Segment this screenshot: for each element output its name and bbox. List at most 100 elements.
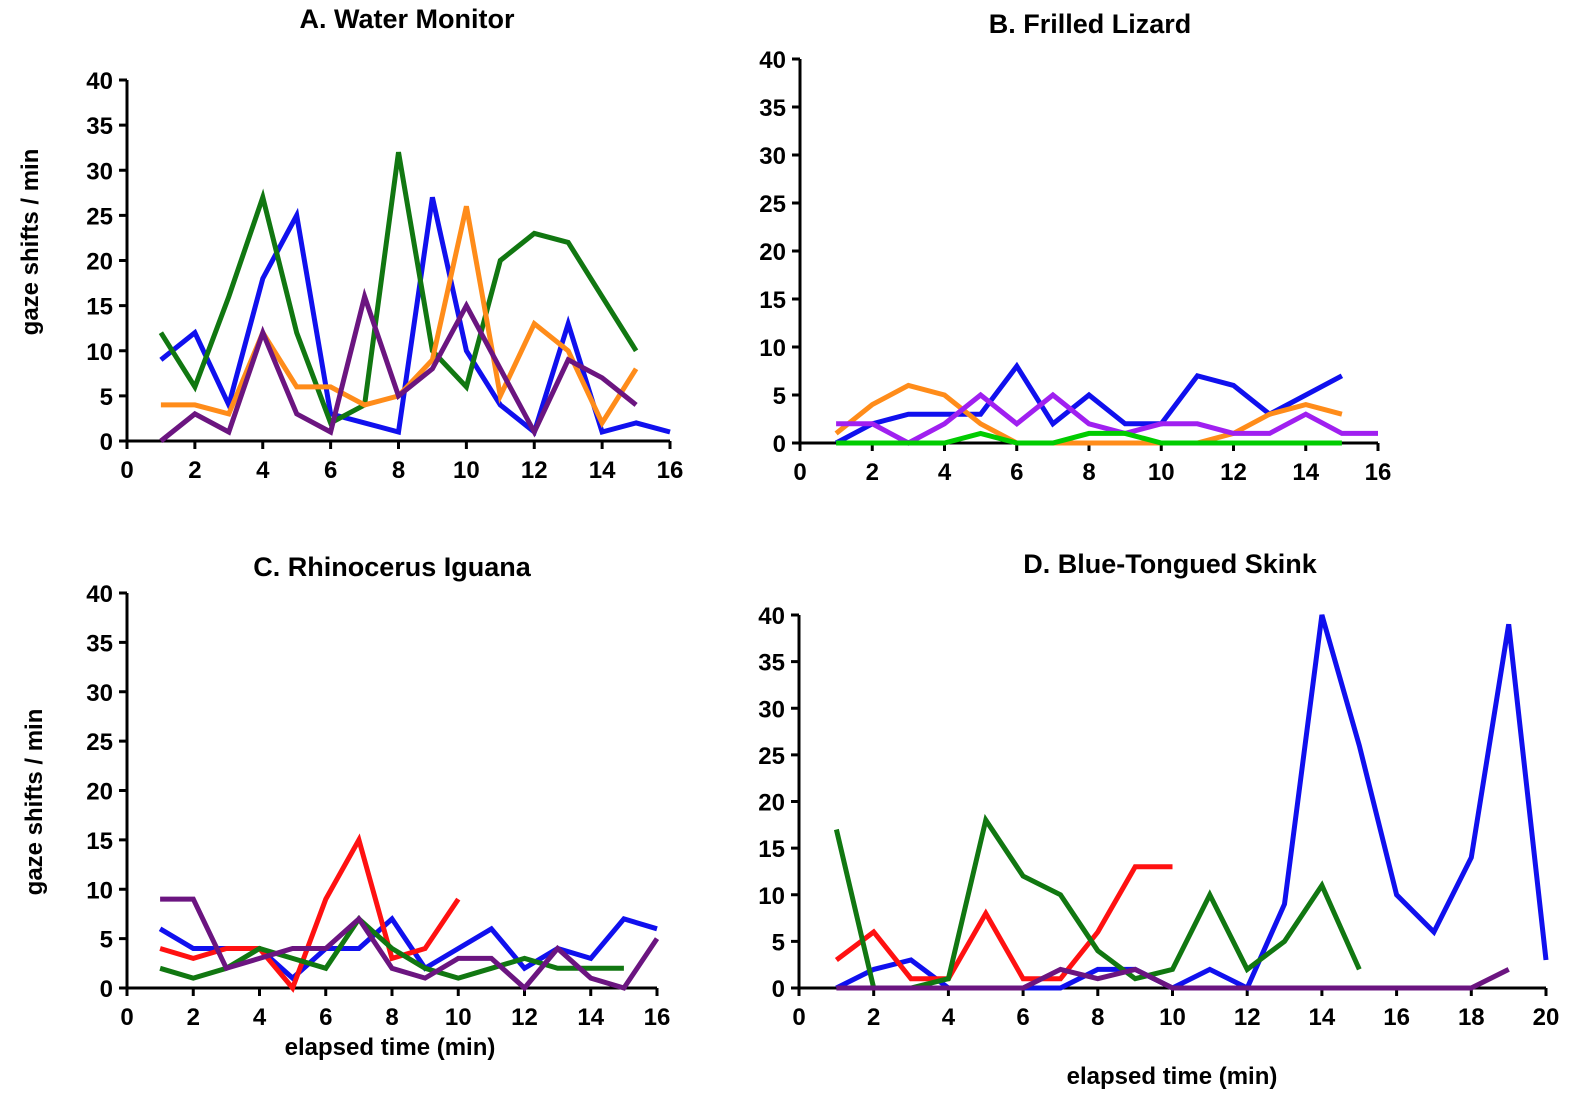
panel-b-y-tick-label: 30 — [759, 143, 786, 170]
panel-c-x-tick-label: 16 — [644, 1004, 671, 1031]
panel-a-x-tick-label: 6 — [324, 457, 337, 484]
panel-b-x-tick-label: 0 — [793, 459, 806, 486]
panel-c-x-tick-label: 2 — [187, 1004, 200, 1031]
panel-d-title: D. Blue-Tongued Skink — [1023, 549, 1317, 579]
panel-d-x-tick-label: 6 — [1016, 1004, 1029, 1031]
panel-d-x-tick-label: 16 — [1383, 1004, 1410, 1031]
panel-c-x-tick-label: 0 — [120, 1004, 133, 1031]
panel-c-y-tick-label: 35 — [86, 630, 113, 657]
panel-b-series-green — [836, 430, 1342, 446]
panel-b-y-tick-label: 25 — [759, 191, 786, 218]
panel-a-x-tick-label: 0 — [120, 457, 133, 484]
panel-b-title: B. Frilled Lizard — [989, 9, 1192, 39]
panel-a-y-tick-label: 35 — [86, 113, 113, 140]
panel-c-y-tick-label: 30 — [86, 680, 113, 707]
panel-d-x-tick-label: 10 — [1159, 1004, 1186, 1031]
panel-c-y-axis-label: gaze shifts / min — [21, 709, 48, 896]
panel-b-y-tick-label: 15 — [759, 287, 786, 314]
panel-a-y-tick-label: 10 — [86, 339, 113, 366]
panel-a-y-tick-label: 0 — [100, 429, 113, 456]
panel-a-y-tick-label: 30 — [86, 158, 113, 185]
panel-c-x-tick-label: 12 — [511, 1004, 538, 1031]
panel-c-title: C. Rhinocerus Iguana — [253, 552, 532, 582]
panel-c-series-purple — [160, 896, 660, 992]
panel-c-axes: 0 2 4 6 8 10 12 14 16 0 5 10 15 20 25 30 35 40 — [86, 581, 670, 1031]
panel-b-x-tick-label: 16 — [1365, 459, 1392, 486]
panel-a-y-tick-label: 20 — [86, 249, 113, 276]
panel-a-x-tick-label: 12 — [521, 457, 548, 484]
panel-c-y-tick-label: 20 — [86, 779, 113, 806]
panel-c-y-tick-label: 15 — [86, 828, 113, 855]
panel-c-x-tick-label: 8 — [385, 1004, 398, 1031]
panel-b-y-tick-label: 35 — [759, 95, 786, 122]
panel-b-y-tick-label: 0 — [773, 431, 786, 458]
panel-d-x-tick-label: 12 — [1234, 1004, 1261, 1031]
panel-d-y-tick-label: 20 — [758, 790, 785, 817]
panel-c-y-tick-label: 40 — [86, 581, 113, 608]
panel-c-series-red — [159, 833, 461, 993]
panel-a-series-purple — [159, 287, 638, 443]
panel-a-water-monitor: A. Water Monitor gaze shifts / min 0 2 4 6 8… — [17, 4, 683, 484]
panel-d-series-purple — [836, 966, 1510, 991]
panel-c-y-tick-label: 5 — [100, 927, 113, 954]
panel-a-x-tick-label: 4 — [256, 457, 270, 484]
panel-b-x-tick-label: 6 — [1010, 459, 1023, 486]
panel-b-series-orange — [834, 382, 1343, 446]
panel-a-x-tick-label: 16 — [657, 457, 684, 484]
panel-b-frilled-lizard: B. Frilled Lizard 0 2 4 6 8 10 12 14 16 0 5 10 15 20 2… — [759, 9, 1391, 486]
panel-b-x-tick-label: 8 — [1082, 459, 1095, 486]
panel-b-x-tick-label: 2 — [866, 459, 879, 486]
panel-b-y-tick-label: 20 — [759, 239, 786, 266]
panel-a-y-axis-label: gaze shifts / min — [17, 149, 44, 336]
panel-c-y-tick-label: 25 — [86, 729, 113, 756]
panel-d-y-tick-label: 30 — [758, 696, 785, 723]
panel-d-series-red — [834, 864, 1173, 982]
panel-b-series-blue — [834, 361, 1344, 446]
panel-d-y-tick-label: 25 — [758, 743, 785, 770]
panel-b-x-tick-label: 4 — [938, 459, 952, 486]
panel-d-series-group — [833, 614, 1549, 992]
panel-d-x-tick-label: 2 — [867, 1004, 880, 1031]
panel-d-y-tick-label: 10 — [758, 883, 785, 910]
panel-a-y-tick-label: 25 — [86, 203, 113, 230]
panel-d-x-tick-label: 0 — [792, 1004, 805, 1031]
panel-a-x-tick-label: 10 — [453, 457, 480, 484]
panel-d-y-tick-label: 5 — [772, 929, 785, 956]
panel-d-y-tick-label: 40 — [758, 603, 785, 630]
panel-d-x-tick-label: 14 — [1309, 1004, 1336, 1031]
panel-a-y-tick-label: 40 — [86, 68, 113, 95]
panel-a-x-tick-label: 2 — [188, 457, 201, 484]
panel-d-y-tick-label: 0 — [772, 976, 785, 1003]
panel-a-x-tick-label: 8 — [392, 457, 405, 484]
panel-a-axes: 0 2 4 6 8 10 12 14 16 0 5 10 15 20 25 30 35 40 — [86, 68, 683, 484]
panel-b-y-tick-label: 5 — [773, 383, 786, 410]
panel-d-y-tick-label: 15 — [758, 836, 785, 863]
panel-d-x-axis-label: elapsed time (min) — [1067, 1063, 1278, 1090]
panel-c-y-tick-label: 0 — [100, 976, 113, 1003]
panel-b-x-tick-label: 14 — [1292, 459, 1319, 486]
panel-c-x-tick-label: 4 — [253, 1004, 267, 1031]
panel-a-y-tick-label: 5 — [100, 384, 113, 411]
panel-a-y-tick-label: 15 — [86, 294, 113, 321]
panel-b-x-tick-label: 10 — [1148, 459, 1175, 486]
panel-c-x-tick-label: 10 — [445, 1004, 472, 1031]
panel-d-x-tick-label: 8 — [1091, 1004, 1104, 1031]
panel-a-series-group — [158, 151, 671, 443]
panel-d-series-green — [833, 813, 1362, 991]
panel-c-series-group — [158, 833, 660, 993]
panel-d-blue-tongued-skink: D. Blue-Tongued Skink elapsed time (min)… — [758, 549, 1559, 1090]
panel-b-y-tick-label: 40 — [759, 47, 786, 74]
panel-d-axes: 0 2 4 6 8 10 12 14 16 18 20 0 5 10 15 20 25 30 35 40 — [758, 603, 1559, 1031]
panel-c-x-tick-label: 14 — [577, 1004, 604, 1031]
panel-b-x-tick-label: 12 — [1220, 459, 1247, 486]
panel-d-x-tick-label: 18 — [1458, 1004, 1485, 1031]
panel-a-title: A. Water Monitor — [300, 4, 515, 34]
panel-c-rhinocerus-iguana: C. Rhinocerus Iguana gaze shifts / min e… — [21, 552, 670, 1061]
panel-c-x-tick-label: 6 — [319, 1004, 332, 1031]
panel-d-y-tick-label: 35 — [758, 650, 785, 677]
panel-d-x-tick-label: 4 — [942, 1004, 956, 1031]
panel-a-x-tick-label: 14 — [589, 457, 616, 484]
panel-c-y-tick-label: 10 — [86, 877, 113, 904]
panel-d-x-tick-label: 20 — [1533, 1004, 1560, 1031]
